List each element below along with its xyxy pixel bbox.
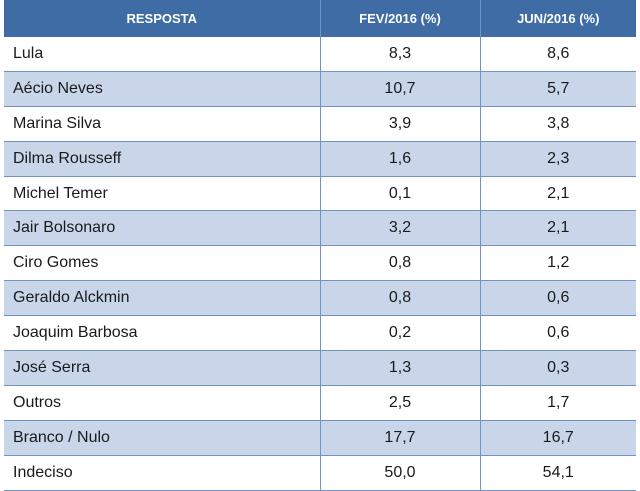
cell-fev: 2,5	[320, 385, 481, 421]
cell-jun: 2,1	[480, 210, 636, 247]
cell-resposta: Outros	[4, 385, 321, 421]
cell-jun: 0,6	[480, 315, 636, 352]
cell-resposta: Dilma Rousseff	[4, 141, 321, 177]
cell-fev: 50,0	[320, 455, 481, 491]
table-row: Lula 8,3 8,6	[4, 37, 636, 72]
table-row: Jair Bolsonaro 3,2 2,1	[4, 210, 636, 247]
cell-fev: 10,7	[320, 71, 481, 107]
cell-resposta: Lula	[4, 37, 321, 72]
table-row: Geraldo Alckmin 0,8 0,6	[4, 280, 636, 317]
table-row: Aécio Neves 10,7 5,7	[4, 71, 636, 107]
cell-resposta: Joaquim Barbosa	[4, 315, 321, 352]
cell-jun: 5,7	[480, 71, 636, 107]
cell-fev: 3,2	[320, 210, 481, 247]
header-fev-2016: FEV/2016 (%)	[320, 0, 481, 37]
cell-jun: 2,1	[480, 176, 636, 212]
table-row: Dilma Rousseff 1,6 2,3	[4, 141, 636, 177]
table-row: Michel Temer 0,1 2,1	[4, 176, 636, 212]
table-row: Indeciso 50,0 54,1	[4, 455, 636, 491]
cell-resposta: Ciro Gomes	[4, 245, 321, 282]
cell-resposta: Geraldo Alckmin	[4, 280, 321, 317]
cell-resposta: Marina Silva	[4, 106, 321, 142]
header-jun-2016: JUN/2016 (%)	[480, 0, 636, 37]
cell-jun: 0,3	[480, 350, 636, 386]
cell-fev: 0,1	[320, 176, 481, 212]
table-row: José Serra 1,3 0,3	[4, 350, 636, 386]
table-row: Ciro Gomes 0,8 1,2	[4, 245, 636, 282]
cell-fev: 0,8	[320, 245, 481, 282]
cell-fev: 3,9	[320, 106, 481, 142]
cell-fev: 0,8	[320, 280, 481, 317]
cell-fev: 8,3	[320, 37, 481, 72]
cell-jun: 3,8	[480, 106, 636, 142]
table-row: Marina Silva 3,9 3,8	[4, 106, 636, 142]
cell-jun: 54,1	[480, 455, 636, 491]
cell-resposta: Michel Temer	[4, 176, 321, 212]
header-resposta: RESPOSTA	[4, 0, 321, 37]
cell-resposta: Branco / Nulo	[4, 420, 321, 456]
cell-jun: 1,2	[480, 245, 636, 282]
cell-fev: 1,3	[320, 350, 481, 386]
cell-resposta: Jair Bolsonaro	[4, 210, 321, 247]
table-row: Outros 2,5 1,7	[4, 385, 636, 421]
header-row: RESPOSTA FEV/2016 (%) JUN/2016 (%)	[4, 0, 636, 37]
cell-jun: 16,7	[480, 420, 636, 456]
results-table: RESPOSTA FEV/2016 (%) JUN/2016 (%) Lula …	[4, 0, 636, 491]
cell-jun: 1,7	[480, 385, 636, 421]
table-row: Joaquim Barbosa 0,2 0,6	[4, 315, 636, 352]
cell-jun: 8,6	[480, 37, 636, 72]
cell-jun: 0,6	[480, 280, 636, 317]
cell-resposta: José Serra	[4, 350, 321, 386]
table-row: Branco / Nulo 17,7 16,7	[4, 420, 636, 456]
cell-fev: 17,7	[320, 420, 481, 456]
cell-jun: 2,3	[480, 141, 636, 177]
cell-fev: 1,6	[320, 141, 481, 177]
cell-resposta: Indeciso	[4, 455, 321, 491]
cell-fev: 0,2	[320, 315, 481, 352]
cell-resposta: Aécio Neves	[4, 71, 321, 107]
